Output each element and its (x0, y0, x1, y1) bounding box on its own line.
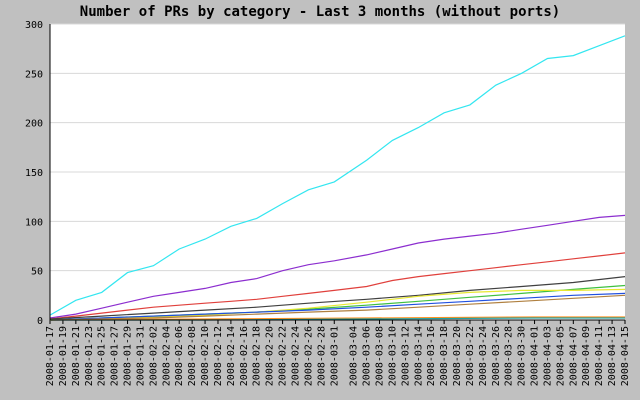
x-tick-label: 2008-03-26 (491, 326, 502, 386)
x-tick-label: 2008-01-19 (58, 326, 69, 386)
y-tick-label: 150 (25, 168, 43, 179)
series-line (49, 214, 626, 319)
x-tick-label: 2008-01-23 (84, 326, 95, 386)
x-tick-label: 2008-03-18 (439, 326, 450, 386)
x-tick-label: 2008-01-27 (110, 326, 121, 386)
x-tick-label: 2008-04-01 (530, 326, 541, 386)
x-tick-label: 2008-02-04 (161, 326, 172, 386)
x-tick-label: 2008-03-14 (413, 326, 424, 386)
x-tick-label: 2008-03-10 (387, 326, 398, 386)
series-line (49, 288, 626, 321)
x-tick-label: 2008-04-05 (555, 326, 566, 386)
y-tick-label: 100 (25, 217, 43, 228)
series-line (49, 292, 626, 321)
x-tick-label: 2008-04-03 (542, 326, 553, 386)
x-tick-label: 2008-03-01 (329, 326, 340, 386)
x-tick-label: 2008-04-07 (568, 326, 579, 386)
x-tick-label: 2008-03-20 (452, 326, 463, 386)
x-tick-label: 2008-01-17 (45, 326, 56, 386)
chart-title: Number of PRs by category - Last 3 month… (79, 4, 561, 20)
x-tick-label: 2008-01-29 (123, 326, 134, 386)
y-tick-label: 50 (31, 267, 43, 278)
series-line (49, 294, 626, 321)
x-tick-label: 2008-04-11 (594, 326, 605, 386)
x-tick-label: 2008-02-06 (174, 326, 185, 386)
x-tick-label: 2008-03-08 (374, 326, 385, 386)
x-tick-label: 2008-01-31 (135, 326, 146, 386)
x-tick-label: 2008-04-15 (620, 326, 631, 386)
x-tick-label: 2008-01-25 (97, 326, 108, 386)
x-tick-label: 2008-02-20 (265, 326, 276, 386)
x-tick-label: 2008-02-02 (148, 326, 159, 386)
x-tick-label: 2008-02-10 (200, 326, 211, 386)
x-tick-label: 2008-01-21 (71, 326, 82, 386)
series-line (49, 316, 625, 321)
x-tick-label: 2008-03-04 (349, 326, 360, 386)
y-tick-label: 250 (25, 69, 43, 80)
y-tick-label: 200 (25, 119, 43, 130)
x-tick-label: 2008-02-28 (316, 326, 327, 386)
y-tick-label: 0 (37, 316, 43, 327)
x-tick-label: 2008-02-14 (226, 326, 237, 386)
x-tick-label: 2008-03-22 (465, 326, 476, 386)
x-tick-label: 2008-02-24 (291, 326, 302, 386)
y-tick-label: 300 (25, 20, 43, 31)
x-tick-label: 2008-02-08 (187, 326, 198, 386)
x-tick-label: 2008-02-12 (213, 326, 224, 386)
x-tick-label: 2008-03-30 (517, 326, 528, 386)
x-tick-label: 2008-03-12 (400, 326, 411, 386)
x-tick-label: 2008-03-16 (426, 326, 437, 386)
x-tick-label: 2008-02-22 (278, 326, 289, 386)
x-tick-label: 2008-04-09 (581, 326, 592, 386)
x-tick-label: 2008-03-24 (478, 326, 489, 386)
x-tick-label: 2008-02-18 (252, 326, 263, 386)
series-line (49, 252, 626, 320)
x-tick-label: 2008-04-13 (607, 326, 618, 386)
series-line (49, 276, 626, 320)
series-line (49, 35, 626, 316)
x-tick-label: 2008-03-28 (504, 326, 515, 386)
x-tick-label: 2008-02-16 (239, 326, 250, 386)
x-tick-label: 2008-03-06 (362, 326, 373, 386)
x-tick-label: 2008-02-26 (303, 326, 314, 386)
